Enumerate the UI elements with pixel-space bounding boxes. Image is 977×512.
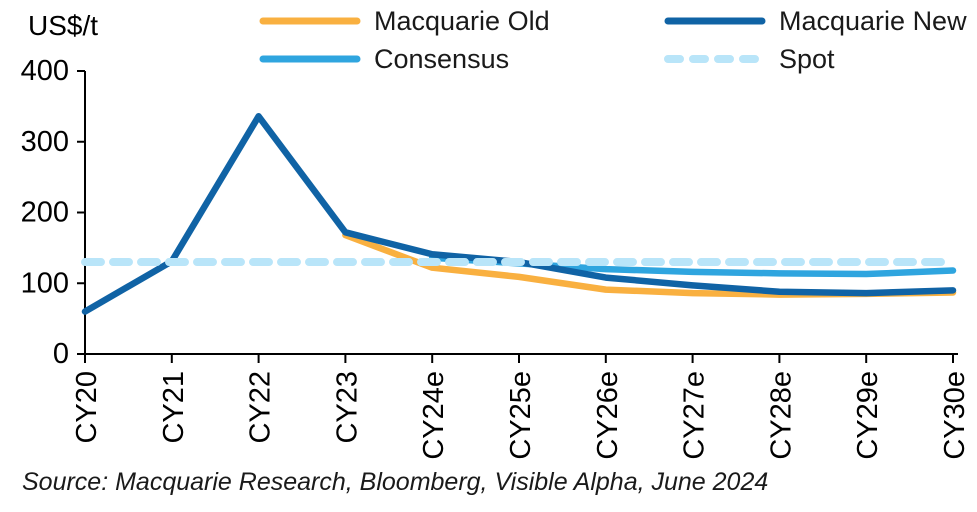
x-axis-tick-label: CY22 (245, 371, 277, 444)
legend-column-right: Macquarie New Spot (663, 2, 967, 78)
y-axis-tick-label: 100 (21, 267, 69, 299)
legend-swatch-spot-icon (664, 55, 766, 63)
legend-item-consensus: Consensus (258, 40, 550, 78)
y-axis-tick-label: 0 (53, 338, 69, 370)
y-axis-tick-label: 200 (21, 197, 69, 229)
legend-item-macquarie-new: Macquarie New (663, 2, 967, 40)
series-line-macquarie-new (81, 113, 957, 315)
axes: 0 100 200 300 400 CY20 CY21 CY22 CY23 CY24e CY25e C… (21, 55, 971, 460)
x-axis-tick-label: CY30e (939, 371, 971, 460)
legend-column-left: Macquarie Old Consensus (258, 2, 550, 78)
x-axis-tick-label: CY21 (158, 371, 190, 444)
y-axis-tick-label: 400 (21, 55, 69, 87)
legend-label: Macquarie New (779, 5, 967, 36)
legend-item-macquarie-old: Macquarie Old (258, 2, 550, 40)
x-axis-tick-label: CY29e (852, 371, 884, 460)
x-axis-tick-label: CY26e (592, 371, 624, 460)
x-axis-tick-label: CY23 (331, 371, 363, 444)
source-note: Source: Macquarie Research, Bloomberg, V… (22, 468, 769, 496)
chart-legend: Macquarie Old Consensus Macquarie New Spot (0, 2, 977, 82)
x-axis-tick-label: CY24e (418, 371, 450, 460)
x-axis-tick-label: CY28e (765, 371, 797, 460)
legend-label: Spot (779, 43, 835, 74)
legend-swatch-consensus-icon (259, 55, 361, 63)
legend-item-spot: Spot (663, 40, 967, 78)
axis-line (84, 71, 958, 355)
legend-swatch-macquarie-new-icon (664, 17, 766, 25)
y-axis-tick-label: 300 (21, 126, 69, 158)
legend-label: Consensus (374, 43, 510, 74)
x-axis-tick-label: CY25e (505, 371, 537, 460)
legend-label: Macquarie Old (374, 5, 550, 36)
x-axis-tick-label: CY27e (679, 371, 711, 460)
y-axis-unit-label: US$/t (28, 10, 99, 41)
x-axis-tick-label: CY20 (71, 371, 103, 444)
legend-swatch-macquarie-old-icon (259, 17, 361, 25)
